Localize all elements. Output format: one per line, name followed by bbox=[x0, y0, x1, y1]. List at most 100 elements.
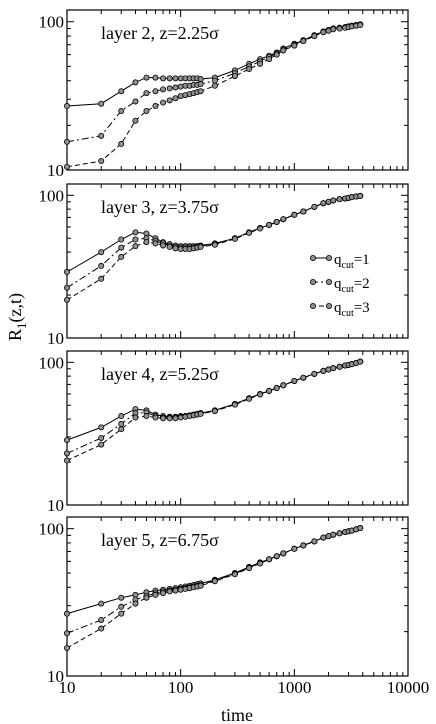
data-point bbox=[291, 545, 298, 552]
data-point bbox=[177, 83, 184, 90]
data-point bbox=[280, 47, 287, 54]
data-point bbox=[357, 22, 364, 29]
data-point bbox=[118, 426, 125, 433]
data-point bbox=[98, 262, 105, 269]
data-point bbox=[64, 296, 71, 303]
plot-frame bbox=[66, 516, 409, 677]
data-point bbox=[98, 441, 105, 448]
legend-label-sub: cut bbox=[342, 308, 354, 319]
data-point bbox=[160, 99, 167, 106]
legend-marker bbox=[325, 278, 332, 285]
x-tick-label: 100 bbox=[168, 678, 194, 697]
data-point bbox=[132, 117, 139, 124]
legend-label-sub: cut bbox=[342, 284, 354, 295]
y-tick-label: 10 bbox=[47, 667, 64, 686]
data-point bbox=[211, 241, 218, 248]
data-point bbox=[64, 450, 71, 457]
legend-marker bbox=[325, 302, 332, 309]
data-point bbox=[172, 75, 179, 82]
data-point bbox=[273, 51, 280, 58]
series-line bbox=[66, 527, 361, 649]
data-point bbox=[280, 216, 287, 223]
data-point bbox=[300, 208, 307, 215]
x-axis-label: time bbox=[221, 705, 253, 724]
data-point bbox=[311, 33, 318, 40]
data-point bbox=[231, 571, 238, 578]
y-tick-label: 100 bbox=[39, 186, 65, 205]
plot-frame bbox=[66, 350, 409, 506]
data-point bbox=[152, 240, 159, 247]
data-point bbox=[64, 284, 71, 291]
data-point bbox=[291, 42, 298, 49]
chart-panel-3: 10 100 layer 3, z=3.75σ bbox=[39, 183, 409, 348]
plot-frame bbox=[66, 183, 409, 339]
x-tick-label: 1000 bbox=[277, 678, 311, 697]
data-point bbox=[64, 610, 71, 617]
legend-label-main: q bbox=[334, 300, 342, 316]
panel-title: layer 4, z=5.25σ bbox=[101, 364, 219, 384]
data-point bbox=[152, 591, 159, 598]
data-point bbox=[118, 108, 125, 115]
data-point bbox=[266, 387, 273, 394]
data-point bbox=[197, 410, 204, 417]
legend-label: qcut=3 bbox=[334, 300, 370, 319]
series-line bbox=[66, 195, 361, 301]
data-point bbox=[291, 377, 298, 384]
data-point bbox=[98, 275, 105, 282]
data-point bbox=[336, 196, 343, 203]
y-tick-label: 10 bbox=[47, 329, 64, 348]
data-point bbox=[166, 97, 173, 104]
legend-marker bbox=[309, 254, 316, 261]
data-point bbox=[172, 84, 179, 91]
data-point bbox=[231, 401, 238, 408]
data-point bbox=[98, 600, 105, 607]
data-point bbox=[211, 578, 218, 585]
data-point bbox=[320, 367, 327, 374]
data-point bbox=[166, 588, 173, 595]
data-point bbox=[246, 65, 253, 72]
data-point bbox=[132, 414, 139, 421]
data-point bbox=[273, 553, 280, 560]
data-point bbox=[357, 525, 364, 532]
data-point bbox=[197, 81, 204, 88]
data-point bbox=[320, 200, 327, 207]
data-point bbox=[357, 192, 364, 199]
data-point bbox=[300, 374, 307, 381]
legend-marker bbox=[325, 254, 332, 261]
data-point bbox=[152, 103, 159, 110]
data-point bbox=[118, 140, 125, 147]
data-point bbox=[280, 382, 287, 389]
data-point bbox=[320, 534, 327, 541]
data-point bbox=[300, 542, 307, 549]
chart-panel-4: 10 100 layer 4, z=5.25σ bbox=[39, 350, 409, 515]
data-point bbox=[143, 74, 150, 81]
legend-label-main: q bbox=[334, 252, 342, 268]
series-line bbox=[66, 23, 361, 143]
data-point bbox=[166, 75, 173, 82]
data-point bbox=[118, 420, 125, 427]
data-point bbox=[330, 197, 337, 204]
data-point bbox=[118, 253, 125, 260]
series-line bbox=[66, 195, 361, 289]
legend-label: qcut=2 bbox=[334, 276, 370, 295]
data-point bbox=[98, 100, 105, 107]
data-point bbox=[246, 395, 253, 402]
chart-panel-5: 10 100 10 100 1000 10000 layer 5, z=6.75σ bbox=[39, 516, 429, 697]
data-point bbox=[231, 73, 238, 80]
panels: 10 100 layer 2, z=2.25σ 10 100 layer 3, z=3.7… bbox=[39, 9, 429, 697]
data-point bbox=[280, 550, 287, 557]
data-point bbox=[64, 269, 71, 276]
series-line bbox=[66, 527, 361, 634]
plot-frame bbox=[66, 9, 409, 171]
data-point bbox=[211, 408, 218, 415]
data-point bbox=[266, 556, 273, 563]
data-point bbox=[64, 630, 71, 637]
data-point bbox=[143, 594, 150, 601]
data-point bbox=[64, 138, 71, 145]
data-point bbox=[257, 560, 264, 567]
data-point bbox=[143, 413, 150, 420]
data-point bbox=[64, 457, 71, 464]
data-point bbox=[211, 77, 218, 84]
data-point bbox=[320, 29, 327, 36]
